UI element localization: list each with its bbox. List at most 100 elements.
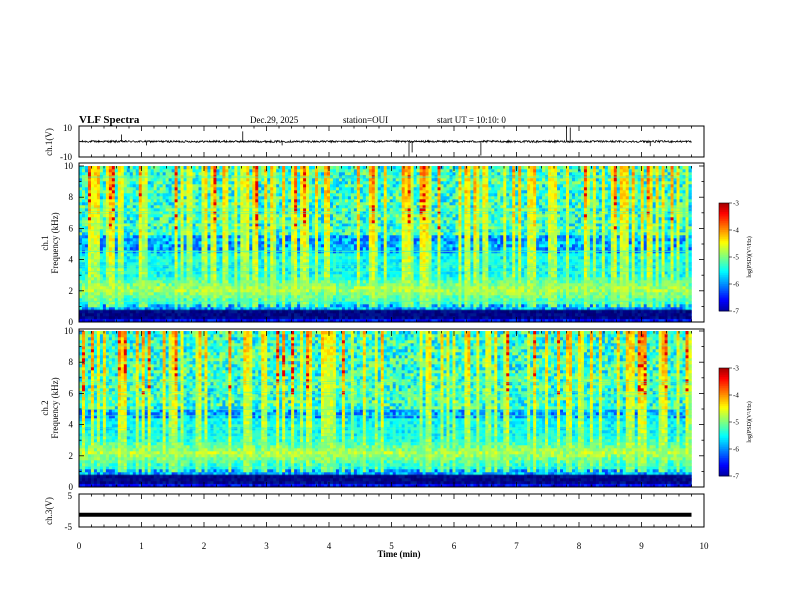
spectrogram-cell xyxy=(84,253,89,257)
spectrogram-cell xyxy=(177,229,181,233)
spectrogram-cell xyxy=(252,199,256,203)
spectrogram-cell xyxy=(347,244,352,248)
spectrogram-cell xyxy=(189,286,193,290)
spectrogram-cell xyxy=(329,223,334,227)
spectrogram-cell xyxy=(180,283,184,287)
spectrogram-cell xyxy=(252,274,256,278)
spectrogram-cell xyxy=(213,286,217,290)
spectrogram-cell xyxy=(96,268,101,272)
spectrogram-cell xyxy=(344,211,349,215)
spectrogram-cell xyxy=(216,187,220,191)
spectrogram-cell xyxy=(147,259,152,263)
spectrogram-cell xyxy=(276,286,280,290)
spectrogram-cell xyxy=(326,208,331,212)
spectrogram-cell xyxy=(309,301,313,305)
spectrogram-cell xyxy=(207,295,211,299)
spectrogram-cell xyxy=(288,190,292,194)
spectrogram-cell xyxy=(126,238,131,242)
spectrogram-cell xyxy=(318,298,322,302)
spectrogram-cell xyxy=(168,211,172,215)
spectrogram-cell xyxy=(344,301,349,305)
spectrogram-cell xyxy=(96,178,101,182)
spectrogram-cell xyxy=(303,220,307,224)
spectrogram-cell xyxy=(276,265,280,269)
spectrogram-cell xyxy=(195,271,199,275)
spectrogram-cell xyxy=(165,214,169,218)
spectrogram-cell xyxy=(120,247,125,251)
spectrogram-cell xyxy=(162,223,166,227)
spectrogram-cell xyxy=(123,184,128,188)
spectrogram-cell xyxy=(105,196,110,200)
spectrogram-cell xyxy=(237,181,241,185)
spectrogram-cell xyxy=(174,184,178,188)
spectrogram-cell xyxy=(329,226,334,230)
spectrogram-cell xyxy=(138,262,143,266)
spectrogram-cell xyxy=(222,274,226,278)
spectrogram-cell xyxy=(141,295,146,299)
spectrogram-cell xyxy=(273,271,277,275)
spectrogram-cell xyxy=(141,256,146,260)
spectrogram-cell xyxy=(174,187,178,191)
spectrogram-cell xyxy=(123,181,128,185)
spectrogram-cell xyxy=(350,232,355,236)
spectrogram-cell xyxy=(249,265,253,269)
spectrogram-cell xyxy=(234,235,238,239)
spectrogram-cell xyxy=(249,280,253,284)
spectrogram-cell xyxy=(332,268,337,272)
spectrogram-cell xyxy=(228,274,232,278)
spectrogram-cell xyxy=(249,262,253,266)
spectrogram-cell xyxy=(135,220,140,224)
spectrogram-cell xyxy=(213,205,217,209)
spectrogram-cell xyxy=(237,196,241,200)
spectrogram-cell xyxy=(312,193,316,197)
spectrogram-cell xyxy=(234,205,238,209)
spectrogram-cell xyxy=(258,232,262,236)
spectrogram-cell xyxy=(285,280,289,284)
spectrogram-cell xyxy=(162,247,166,251)
spectrogram-cell xyxy=(318,208,322,212)
spectrogram-cell xyxy=(135,307,140,311)
spectrogram-cell xyxy=(261,268,265,272)
spectrogram-cell xyxy=(189,268,193,272)
spectrogram-cell xyxy=(129,265,134,269)
spectrogram-cell xyxy=(264,271,268,275)
spectrogram-cell xyxy=(273,193,277,197)
spectrogram-cell xyxy=(183,232,187,236)
spectrogram-cell xyxy=(162,295,166,299)
spectrogram-cell xyxy=(309,307,313,311)
spectrogram-cell xyxy=(171,181,175,185)
spectrogram-cell xyxy=(344,319,349,322)
spectrogram-cell xyxy=(219,193,223,197)
spectrogram-cell xyxy=(341,274,346,278)
spectrogram-cell xyxy=(159,265,163,269)
spectrogram-cell xyxy=(285,235,289,239)
spectrogram-cell xyxy=(261,301,265,305)
spectrogram-cell xyxy=(276,280,280,284)
spectrogram-cell xyxy=(129,244,134,248)
spectrogram-cell xyxy=(90,232,95,236)
spectrogram-cell xyxy=(79,256,83,260)
spectrogram-cell xyxy=(288,289,292,293)
spectrogram-cell xyxy=(347,184,352,188)
spectrogram-cell xyxy=(222,217,226,221)
spectrogram-cell xyxy=(123,166,128,170)
spectrogram-cell xyxy=(117,214,122,218)
spectrogram-cell xyxy=(276,283,280,287)
spectrogram-cell xyxy=(99,271,104,275)
spectrogram-cell xyxy=(332,166,337,170)
spectrogram-cell xyxy=(353,286,358,290)
spectrogram-cell xyxy=(291,178,295,182)
spectrogram-cell xyxy=(350,184,355,188)
spectrogram-cell xyxy=(300,262,304,266)
spectrogram-cell xyxy=(180,193,184,197)
spectrogram-cell xyxy=(135,268,140,272)
spectrogram-cell xyxy=(240,211,244,215)
spectrogram-cell xyxy=(353,214,358,218)
spectrogram-cell xyxy=(81,181,86,185)
spectrogram-cell xyxy=(282,235,286,239)
spectrogram-cell xyxy=(225,181,229,185)
spectrogram-cell xyxy=(174,289,178,293)
ch1-waveform-panel: 10 -10 ch.1(V) xyxy=(44,123,705,162)
spectrogram-cell xyxy=(344,220,349,224)
spectrogram-cell xyxy=(207,193,211,197)
